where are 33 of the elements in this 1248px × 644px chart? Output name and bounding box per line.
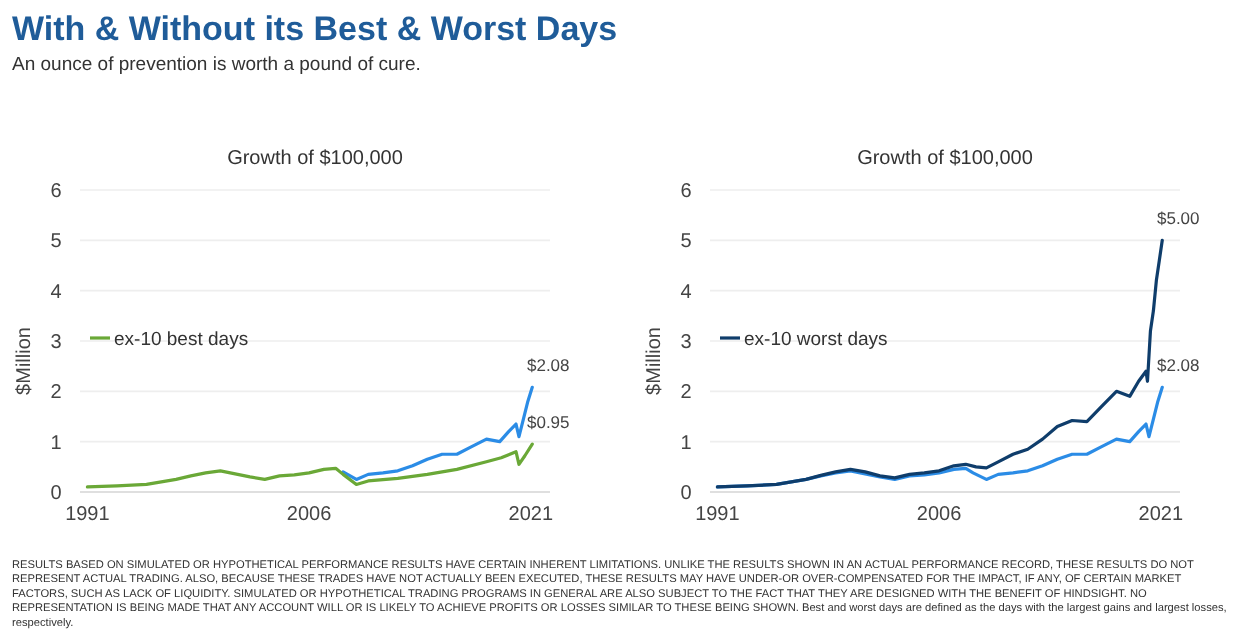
y-tick-label: 4 (680, 281, 693, 304)
y-tick-label: 4 (50, 281, 63, 304)
y-axis-title: $Million (644, 327, 666, 395)
chart-title: Growth of $100,000 (857, 148, 1034, 170)
y-tick-label: 6 (680, 181, 693, 203)
y-tick-label: 0 (680, 483, 693, 505)
x-tick-label: 1991 (65, 504, 111, 526)
data-label: $5.00 (1156, 208, 1201, 229)
y-tick-label: 0 (50, 483, 63, 505)
y-tick-label: 6 (50, 181, 63, 203)
y-axis-title: $Million (14, 327, 36, 395)
data-label: $0.95 (526, 412, 571, 433)
text: An ounce of prevention is worth a pound of cure. (12, 54, 421, 76)
y-tick-label: 5 (680, 231, 693, 254)
y-tick-label: 1 (680, 432, 693, 455)
y-tick-label: 5 (50, 231, 63, 254)
x-tick-label: 2006 (916, 504, 963, 526)
x-tick-label: 2006 (286, 504, 333, 526)
line-series (85, 442, 534, 489)
y-tick-label: 2 (50, 382, 63, 405)
x-tick-label: 2021 (508, 504, 554, 526)
x-tick-label: 1991 (695, 504, 741, 526)
data-label: $2.08 (1156, 355, 1201, 376)
text: With & Without its Best & Worst Days (12, 10, 618, 48)
y-tick-label: 3 (50, 332, 63, 354)
x-tick-label: 2021 (1138, 504, 1184, 526)
y-tick-label: 1 (50, 432, 63, 455)
y-tick-label: 3 (680, 332, 693, 354)
legend-label: ex-10 worst days (744, 329, 889, 351)
data-label: $2.08 (526, 355, 571, 376)
legend-label: ex-10 best days (114, 329, 249, 351)
y-tick-label: 2 (680, 382, 693, 405)
chart-title: Growth of $100,000 (227, 148, 404, 170)
